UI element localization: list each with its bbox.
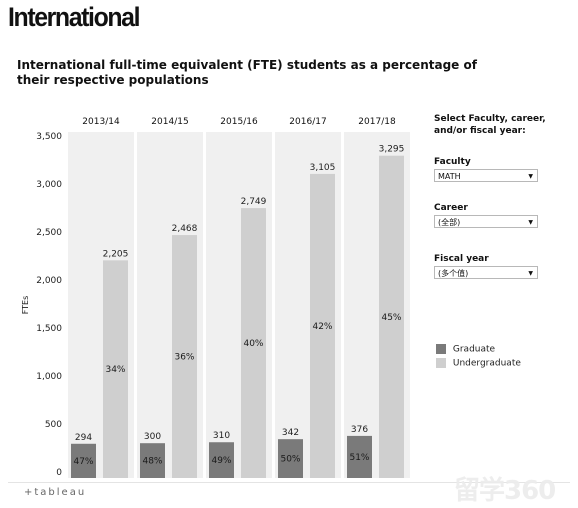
value-label-graduate: 294 [75, 433, 92, 443]
career-value: (全部) [438, 218, 461, 227]
value-label-graduate: 300 [144, 432, 161, 442]
fiscal-year-label: Fiscal year [434, 254, 489, 264]
filter-prompt: Select Faculty, career, and/or fiscal ye… [434, 114, 546, 136]
column-header-2013/14: 2013/14 [82, 117, 120, 127]
watermark-logo: 留学360 [454, 476, 556, 506]
career-label: Career [434, 203, 468, 213]
bar-undergraduate-2017/18 [379, 155, 404, 478]
pct-label-undergraduate: 42% [312, 322, 332, 332]
y-tick-label: 500 [45, 420, 62, 430]
faculty-value: MATH [438, 172, 461, 181]
legend-swatch-graduate [436, 344, 446, 354]
pct-label-graduate: 47% [73, 457, 93, 467]
chart-title: International full-time equivalent (FTE)… [17, 58, 477, 87]
legend-label-graduate: Graduate [452, 344, 496, 355]
footer-divider [8, 482, 570, 483]
bar-graduate-2013/14 [71, 443, 96, 478]
y-axis: FTEs 0 500 1,000 1,500 2,000 2,500 3,000 3,500 [21, 132, 62, 478]
fiscal-year-value: (多个值) [438, 269, 469, 278]
fiscal-year-select[interactable]: (多个值) ▼ [434, 266, 538, 279]
legend-swatch-undergraduate [436, 358, 446, 368]
y-tick-label: 2,500 [36, 228, 62, 238]
filter-panel: Select Faculty, career, and/or fiscal ye… [434, 113, 546, 279]
y-tick-label: 2,000 [36, 276, 62, 286]
pct-label-undergraduate: 45% [381, 313, 401, 323]
pct-label-graduate: 48% [142, 457, 162, 467]
bar-graduate-2017/18 [347, 435, 372, 478]
page-heading: International [8, 2, 140, 32]
value-label-graduate: 310 [213, 431, 230, 441]
bars [71, 155, 404, 479]
pct-label-graduate: 49% [211, 456, 231, 466]
career-select[interactable]: (全部) ▼ [434, 215, 538, 228]
y-tick-label: 1,000 [36, 372, 62, 382]
legend-item-undergraduate[interactable]: Undergraduate [436, 358, 521, 369]
bar-graduate-2015/16 [209, 442, 234, 478]
chevron-down-icon: ▼ [528, 219, 533, 226]
y-tick-label: 3,500 [36, 132, 62, 142]
value-label-undergraduate: 3,295 [379, 145, 405, 155]
column-headers: 2013/14 2014/15 2015/16 2016/17 2017/18 [82, 117, 396, 127]
column-header-2016/17: 2016/17 [289, 117, 326, 127]
bar-graduate-2016/17 [278, 439, 303, 478]
pct-label-undergraduate: 40% [243, 339, 263, 349]
y-axis-title: FTEs [21, 296, 30, 315]
bar-undergraduate-2014/15 [172, 235, 197, 478]
faculty-label: Faculty [434, 157, 471, 167]
pct-label-graduate: 50% [280, 455, 300, 465]
value-label-graduate: 376 [351, 425, 368, 435]
chevron-down-icon: ▼ [528, 270, 533, 277]
value-label-graduate: 342 [282, 428, 299, 438]
y-tick-label: 0 [56, 468, 62, 478]
value-label-undergraduate: 2,468 [172, 224, 198, 234]
pct-label-graduate: 51% [349, 453, 369, 463]
column-header-2017/18: 2017/18 [358, 117, 396, 127]
y-tick-label: 3,000 [36, 180, 62, 190]
value-label-undergraduate: 3,105 [310, 163, 336, 173]
bar-graduate-2014/15 [140, 443, 165, 478]
bar-undergraduate-2016/17 [310, 173, 335, 479]
column-header-2015/16: 2015/16 [220, 117, 258, 127]
value-label-undergraduate: 2,205 [103, 249, 129, 259]
legend-item-graduate[interactable]: Graduate [436, 344, 495, 355]
bar-undergraduate-2015/16 [241, 208, 266, 478]
y-tick-label: 1,500 [36, 324, 62, 334]
chevron-down-icon: ▼ [528, 173, 533, 180]
pct-label-undergraduate: 34% [105, 365, 125, 375]
data-labels: 294 47% 2,205 34% 300 48% 2,468 36% 310 49% 2,749 4… [73, 145, 404, 467]
bar-undergraduate-2013/14 [103, 260, 128, 478]
legend-label-undergraduate: Undergraduate [452, 358, 521, 369]
value-label-undergraduate: 2,749 [241, 197, 267, 207]
tableau-logo[interactable]: +tableau [24, 487, 87, 498]
column-header-2014/15: 2014/15 [151, 117, 188, 127]
faculty-select[interactable]: MATH ▼ [434, 169, 538, 182]
pct-label-undergraduate: 36% [174, 353, 194, 363]
